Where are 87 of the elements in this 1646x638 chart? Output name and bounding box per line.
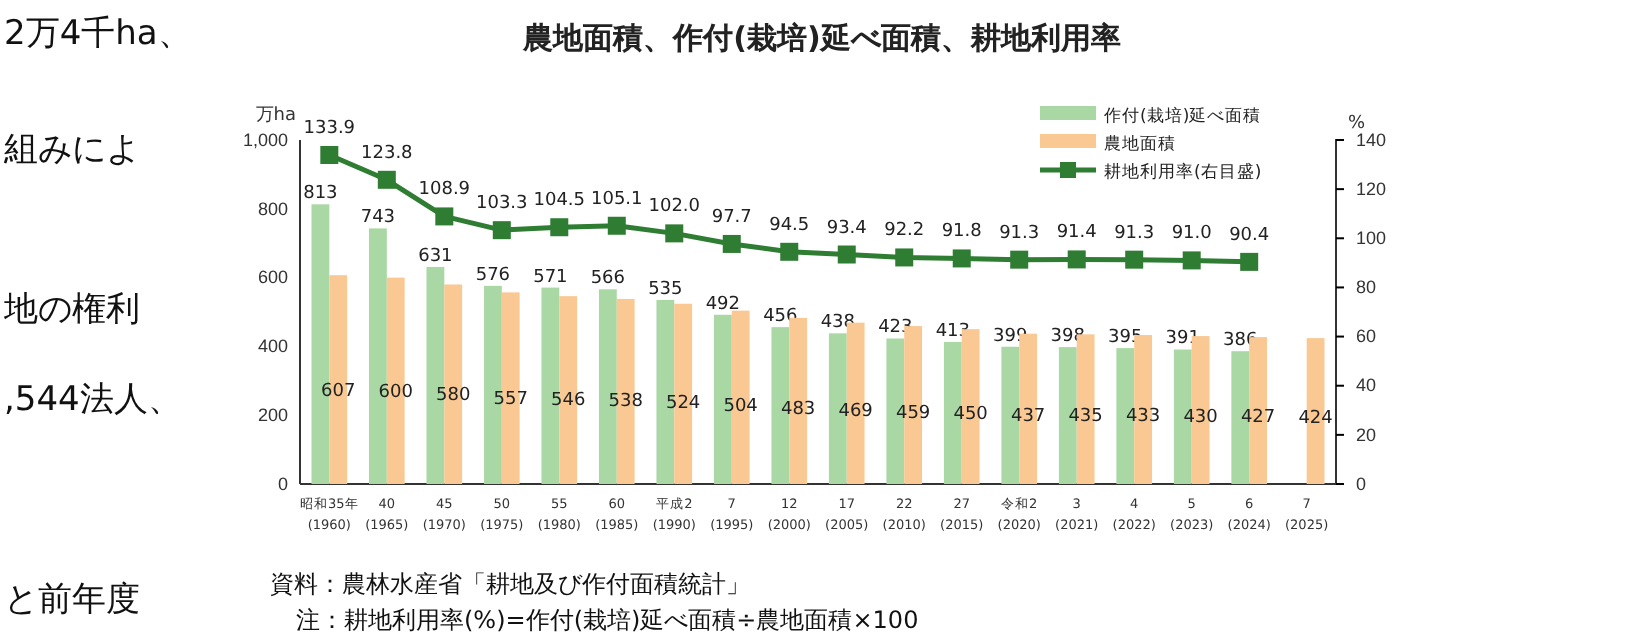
text: ,544法人、 (4, 380, 182, 420)
point (837, 245, 856, 264)
data-label: 469 (838, 402, 874, 423)
y-tick-label: 0 (277, 473, 288, 494)
data-label: 104.5 (533, 191, 586, 212)
data-label: 430 (1183, 407, 1219, 428)
text: 2万4千ha、 (4, 14, 192, 54)
point (377, 170, 396, 189)
text: と前年度 (4, 580, 140, 620)
data-label: 435 (1068, 407, 1103, 428)
data-label: 90.4 (1229, 225, 1270, 246)
chart-title: 農地面積、作付(栽培)延べ面積、耕地利用率 (521, 20, 1121, 56)
data-label: 459 (895, 403, 931, 424)
data-label: 424 (1298, 408, 1334, 429)
data-label: 580 (436, 386, 471, 407)
y2-tick-label: 60 (1356, 326, 1377, 347)
y2-tick-label: 100 (1356, 228, 1387, 249)
point (550, 218, 569, 237)
data-label: 538 (608, 392, 644, 413)
y2-tick-label: 80 (1356, 277, 1377, 298)
text: 注：耕地利用率(%)=作付(栽培)延べ面積÷農地面積×100 (296, 606, 919, 634)
data-label: 557 (493, 389, 528, 410)
data-label: 108.9 (418, 180, 471, 201)
point (1125, 250, 1144, 269)
y-tick-label: 600 (257, 267, 288, 288)
text: 組みによ (2, 130, 140, 170)
data-label: 433 (1125, 407, 1161, 428)
data-label: 91.8 (941, 222, 983, 243)
data-label: 607 (321, 382, 356, 403)
data-label: 437 (1010, 406, 1046, 427)
point (1010, 250, 1029, 269)
y-tick-label: 400 (257, 336, 288, 357)
point (607, 216, 626, 235)
data-label: 91.0 (1171, 224, 1213, 245)
y2-tick-label: 20 (1356, 424, 1377, 445)
data-label: 571 (533, 267, 568, 288)
data-label: 123.8 (361, 143, 414, 164)
legend-label: 農地面積 (1104, 133, 1176, 155)
data-label: 535 (648, 279, 683, 300)
data-label: 813 (303, 184, 338, 205)
y-axis-title: 万ha (255, 106, 296, 126)
data-label: 600 (378, 383, 414, 404)
data-label: 492 (705, 294, 741, 315)
point (492, 221, 511, 240)
point (1240, 252, 1259, 271)
point (722, 234, 741, 253)
data-label: 94.5 (769, 215, 810, 236)
point (780, 242, 799, 261)
data-label: 92.2 (884, 221, 925, 242)
text: 資料：農林水産省「耕地及び作付面積統計」 (270, 570, 750, 598)
data-label: 427 (1240, 408, 1276, 429)
point (1182, 251, 1201, 270)
point (895, 248, 914, 267)
point (952, 249, 971, 268)
data-label: 91.3 (1114, 223, 1155, 244)
data-label: 93.4 (826, 218, 868, 239)
legend-label: 耕地利用率(右目盛) (1104, 161, 1262, 183)
y-tick-label: 200 (257, 404, 288, 425)
point (1067, 250, 1086, 269)
y2-tick-label: 120 (1356, 178, 1387, 199)
y-tick-label: 1,000 (242, 129, 288, 150)
data-label: 566 (590, 269, 626, 290)
y2-tick-label: 40 (1356, 375, 1377, 396)
data-label: 524 (665, 394, 701, 415)
y-tick-label: 800 (257, 198, 288, 219)
data-label: 105.1 (591, 189, 643, 210)
data-label: 483 (780, 400, 816, 421)
point (320, 145, 339, 164)
data-label: 631 (418, 246, 453, 267)
data-label: 102.0 (648, 197, 701, 218)
point (435, 207, 454, 226)
data-label: 450 (953, 404, 989, 425)
data-label: 576 (475, 265, 511, 286)
legend-label: 作付(栽培)延べ面積 (1102, 105, 1262, 127)
data-label: 504 (723, 397, 759, 418)
y2-tick-label: 0 (1356, 473, 1367, 494)
data-label: 103.3 (476, 194, 528, 215)
data-label: 91.3 (999, 223, 1040, 244)
data-label: 133.9 (303, 118, 356, 139)
point (665, 224, 684, 243)
data-label: 743 (360, 208, 396, 229)
text: 地の権利 (2, 290, 140, 330)
data-label: 546 (551, 391, 586, 412)
y2-tick-label: 140 (1356, 129, 1387, 150)
y2-axis-title: % (1348, 114, 1366, 134)
data-label: 91.4 (1056, 223, 1098, 244)
data-label: 97.7 (711, 207, 752, 228)
